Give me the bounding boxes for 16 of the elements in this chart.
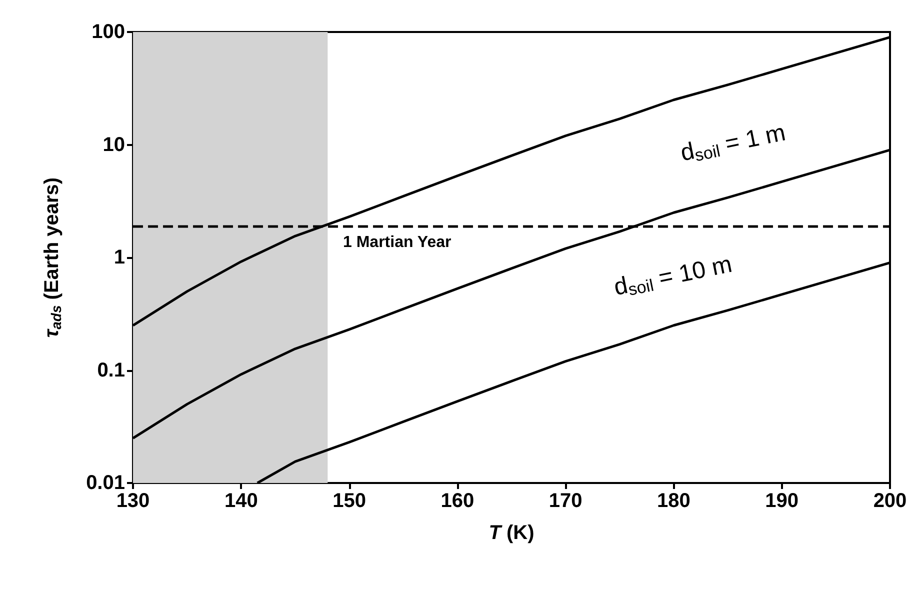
y-tick-label: 1 <box>114 246 125 268</box>
x-tick-label: 140 <box>224 490 258 512</box>
x-tick-label: 150 <box>332 490 366 512</box>
x-tick-label: 170 <box>548 490 582 512</box>
ref-line-label: 1 Martian Year <box>343 234 452 252</box>
x-tick-label: 190 <box>765 490 799 512</box>
y-tick-label: 100 <box>92 21 125 43</box>
annotation: dsoil = 10 m <box>612 250 734 302</box>
x-axis-title: T (K) <box>488 522 534 544</box>
x-tick-label: 180 <box>657 490 690 512</box>
y-axis-title: τads (Earth years) <box>41 177 64 338</box>
x-tick-label: 200 <box>873 490 907 512</box>
y-tick-label: 0.1 <box>97 359 125 382</box>
annotation: dsoil = 1 m <box>678 119 788 167</box>
x-tick-label: 160 <box>440 490 474 512</box>
y-tick-label: 10 <box>102 134 125 156</box>
